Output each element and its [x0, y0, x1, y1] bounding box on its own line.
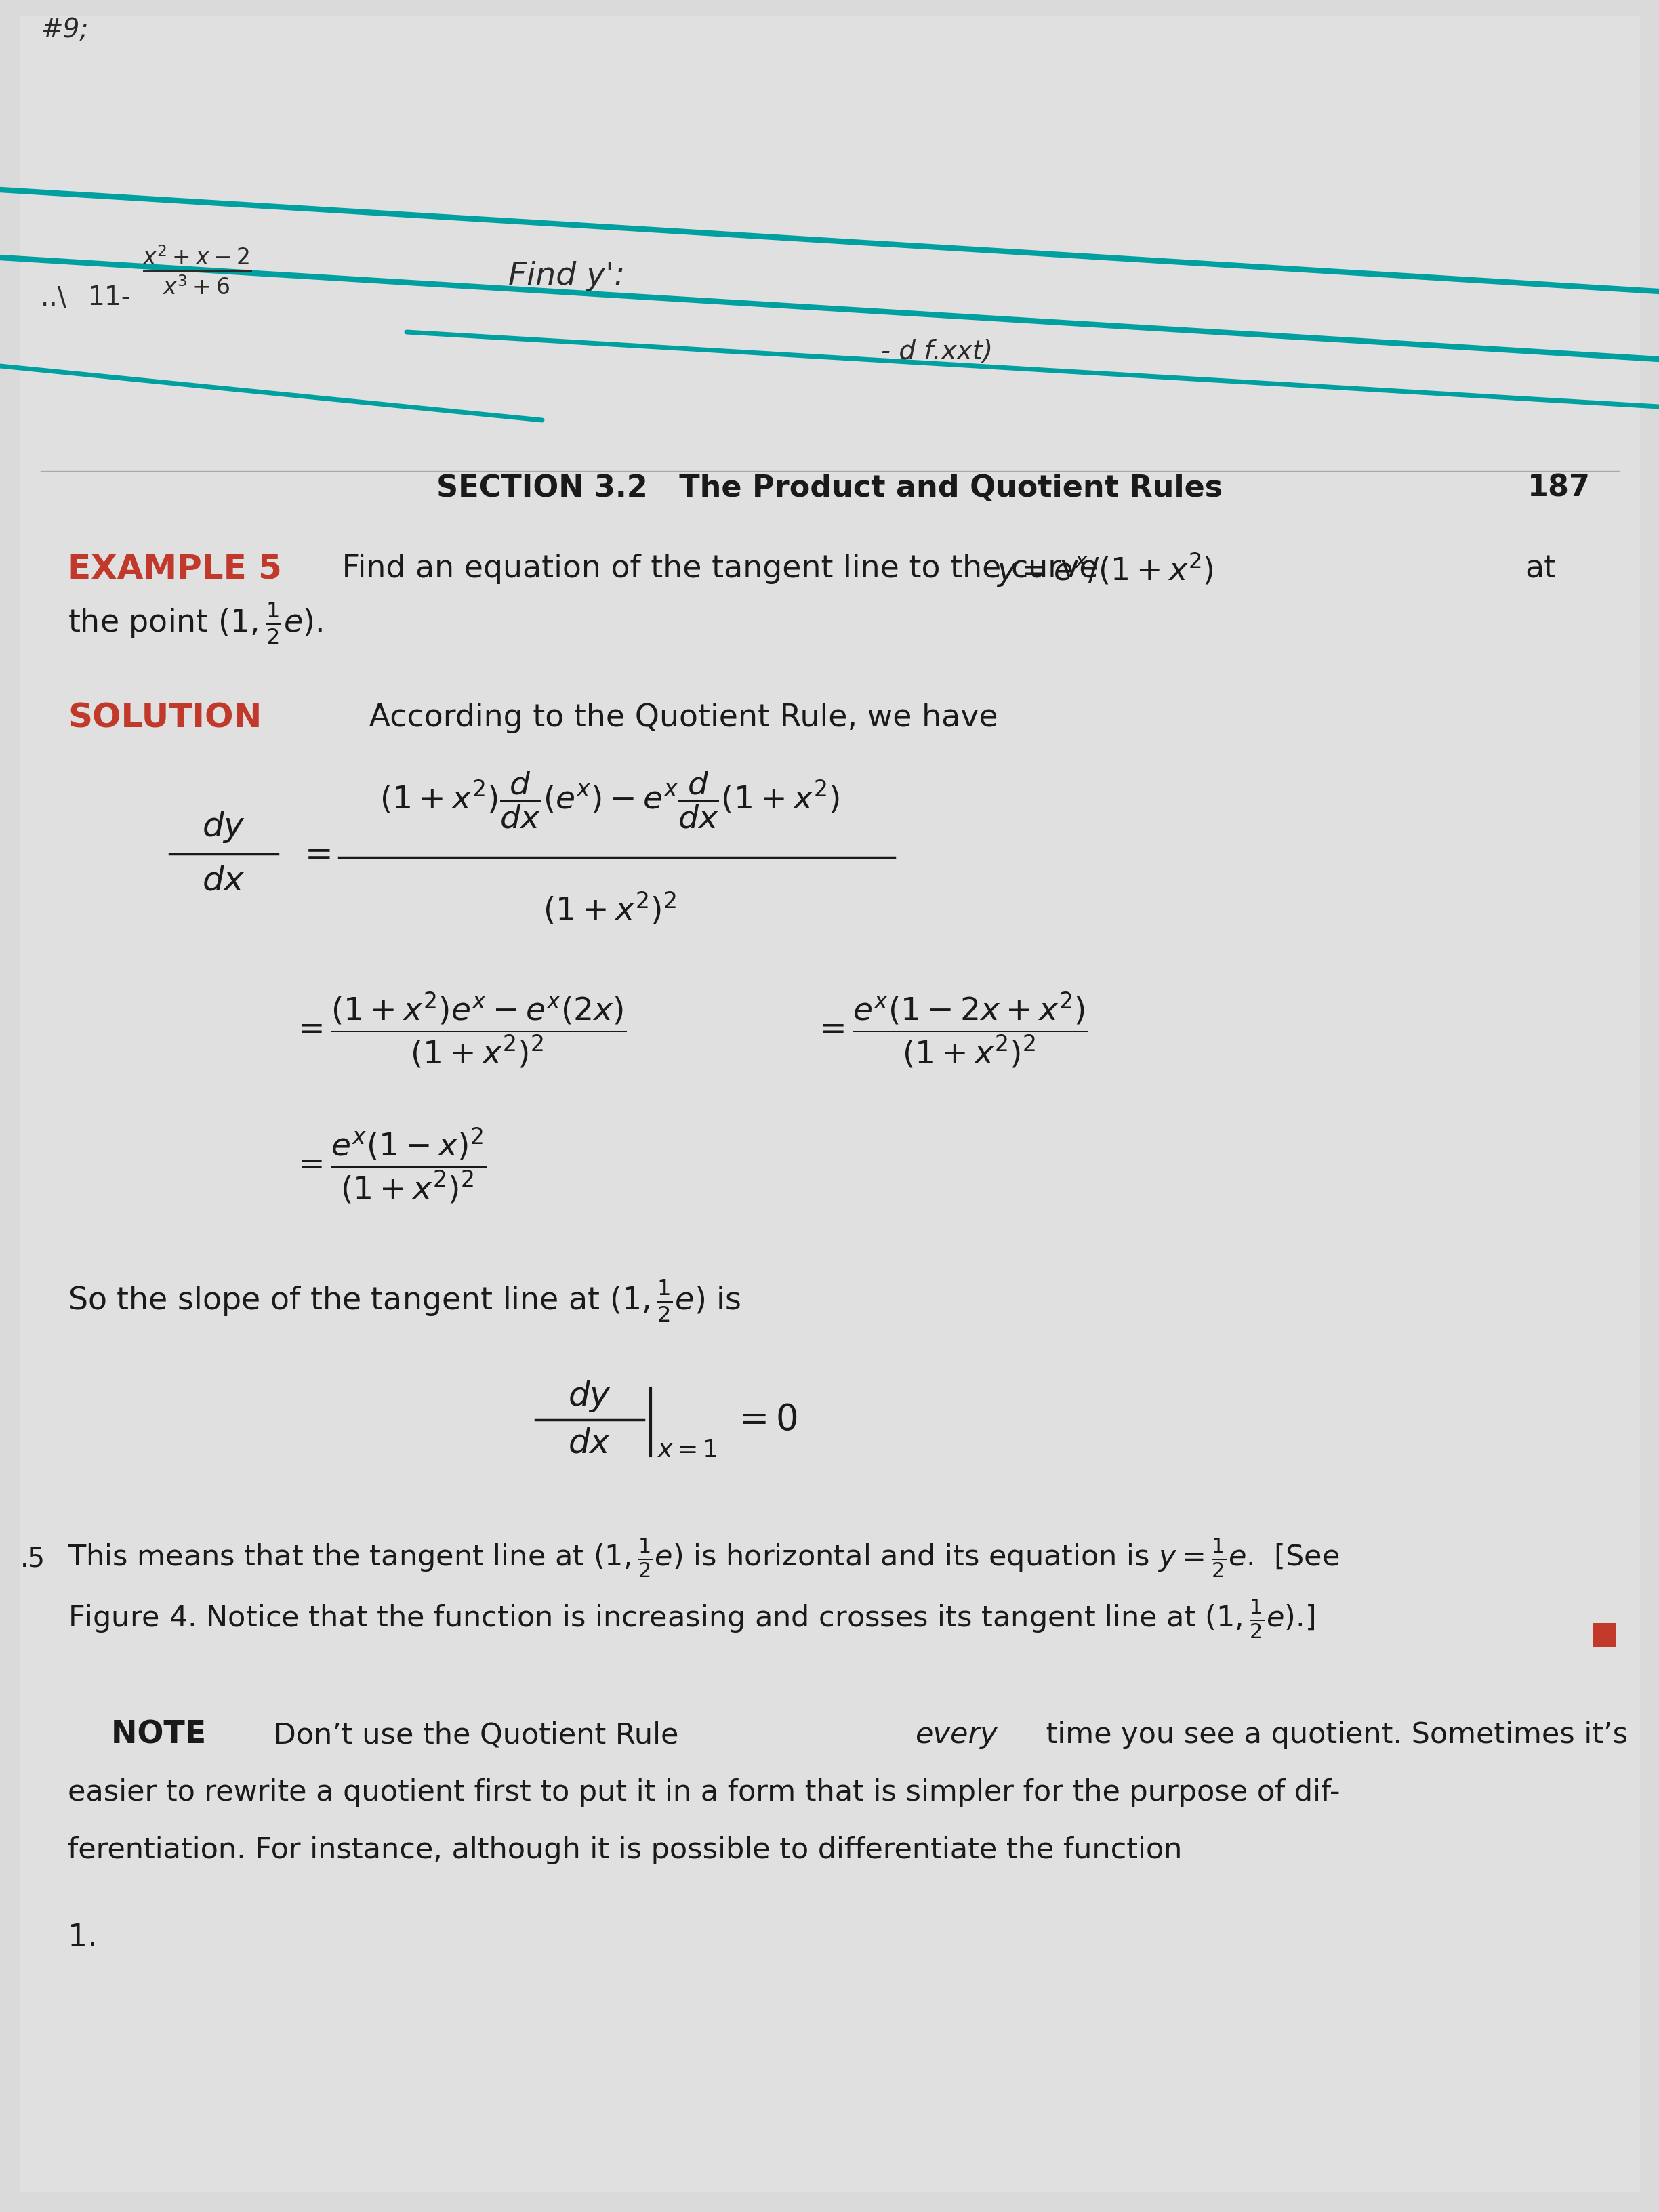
- Text: 187: 187: [1528, 473, 1591, 502]
- Text: time you see a quotient. Sometimes it’s: time you see a quotient. Sometimes it’s: [1037, 1721, 1627, 1750]
- FancyBboxPatch shape: [20, 15, 1641, 2192]
- Text: - d f.xxt): - d f.xxt): [881, 338, 992, 365]
- Text: Don’t use the Quotient Rule: Don’t use the Quotient Rule: [264, 1721, 688, 1750]
- Text: NOTE: NOTE: [68, 1719, 206, 1750]
- Text: the point $(1, \frac{1}{2}e)$.: the point $(1, \frac{1}{2}e)$.: [68, 602, 322, 646]
- Text: $x=1$: $x=1$: [657, 1438, 717, 1462]
- Text: $\frac{x^2+x-2}{x^3+6}$: $\frac{x^2+x-2}{x^3+6}$: [143, 243, 252, 296]
- Text: So the slope of the tangent line at $(1, \frac{1}{2}e)$ is: So the slope of the tangent line at $(1,…: [68, 1279, 740, 1323]
- Text: $dy$: $dy$: [567, 1378, 611, 1413]
- Text: 1.: 1.: [68, 1922, 98, 1953]
- Text: $(1 + x^2)\dfrac{d}{dx}(e^x) - e^x\dfrac{d}{dx}(1 + x^2)$: $(1 + x^2)\dfrac{d}{dx}(e^x) - e^x\dfrac…: [380, 770, 839, 830]
- Text: 11-: 11-: [88, 285, 131, 310]
- Text: This means that the tangent line at $(1, \frac{1}{2}e)$ is horizontal and its eq: This means that the tangent line at $(1,…: [68, 1537, 1339, 1579]
- Text: $dy$: $dy$: [202, 810, 246, 845]
- Text: ..\: ..\: [41, 285, 75, 310]
- Text: EXAMPLE 5: EXAMPLE 5: [68, 553, 282, 586]
- Text: According to the Quotient Rule, we have: According to the Quotient Rule, we have: [360, 703, 999, 734]
- Text: easier to rewrite a quotient first to put it in a form that is simpler for the p: easier to rewrite a quotient first to pu…: [68, 1778, 1340, 1807]
- Text: SECTION 3.2   The Product and Quotient Rules: SECTION 3.2 The Product and Quotient Rul…: [436, 473, 1223, 502]
- Text: at: at: [1525, 553, 1556, 584]
- Text: $dx$: $dx$: [202, 865, 246, 898]
- Text: $= \dfrac{(1 + x^2)e^x - e^x(2x)}{(1 + x^2)^2}$: $= \dfrac{(1 + x^2)e^x - e^x(2x)}{(1 + x…: [292, 991, 627, 1071]
- Text: $(1 + x^2)^2$: $(1 + x^2)^2$: [542, 889, 677, 927]
- Text: $= \dfrac{e^x(1 - x)^2}{(1 + x^2)^2}$: $= \dfrac{e^x(1 - x)^2}{(1 + x^2)^2}$: [292, 1126, 486, 1206]
- Bar: [1593, 1624, 1616, 1646]
- Text: SOLUTION: SOLUTION: [68, 701, 262, 734]
- Text: Figure 4. Notice that the function is increasing and crosses its tangent line at: Figure 4. Notice that the function is in…: [68, 1599, 1316, 1641]
- Text: #9;: #9;: [41, 18, 88, 42]
- Text: $= \dfrac{e^x(1 - 2x + x^2)}{(1 + x^2)^2}$: $= \dfrac{e^x(1 - 2x + x^2)}{(1 + x^2)^2…: [813, 991, 1088, 1071]
- Text: ferentiation. For instance, although it is possible to differentiate the functio: ferentiation. For instance, although it …: [68, 1836, 1183, 1865]
- Text: $= 0$: $= 0$: [732, 1402, 798, 1438]
- Text: every: every: [914, 1721, 997, 1750]
- Text: Find an equation of the tangent line to the curve: Find an equation of the tangent line to …: [332, 553, 1108, 584]
- Text: Find y':: Find y':: [508, 261, 625, 292]
- Text: $dx$: $dx$: [567, 1427, 611, 1460]
- Text: $=$: $=$: [299, 838, 330, 869]
- Text: .5: .5: [20, 1546, 45, 1571]
- Text: $y = e^x/(1 + x^2)$: $y = e^x/(1 + x^2)$: [995, 551, 1214, 588]
